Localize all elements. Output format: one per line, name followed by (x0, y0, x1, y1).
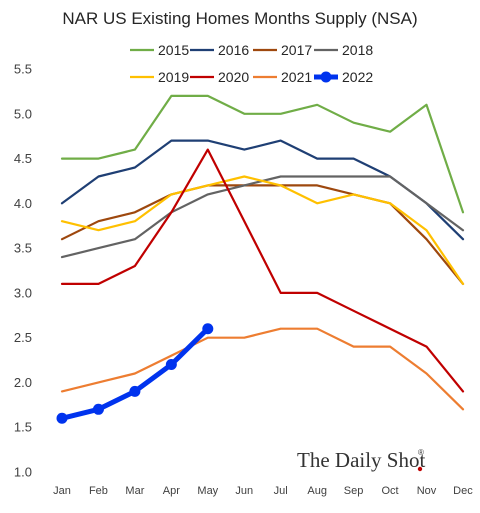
data-point-2022 (92, 403, 104, 415)
legend-label-2019: 2019 (158, 69, 189, 85)
legend-label-2020: 2020 (218, 69, 249, 85)
legend-label-2016: 2016 (218, 42, 249, 58)
watermark-text: The Daily Shot (297, 448, 425, 472)
data-point-2022 (56, 412, 68, 424)
x-tick-label: Mar (125, 485, 144, 497)
legend-label-2017: 2017 (281, 42, 312, 58)
watermark-dot (417, 466, 423, 472)
legend-label-2015: 2015 (158, 42, 189, 58)
x-tick-label: Jul (274, 485, 288, 497)
x-tick-label: Aug (307, 485, 327, 497)
watermark-logo: The Daily Shot ® (297, 448, 425, 472)
registered-mark: ® (418, 448, 424, 457)
chart-title: NAR US Existing Homes Months Supply (NSA… (62, 9, 417, 28)
y-tick-label: 4.5 (14, 151, 32, 166)
y-tick-label: 3.5 (14, 241, 32, 256)
data-point-2022 (165, 359, 177, 371)
data-point-2022 (202, 323, 214, 335)
y-tick-label: 2.5 (14, 330, 32, 345)
x-tick-label: Jun (235, 485, 253, 497)
plot-area (56, 94, 465, 424)
series-line-2021 (60, 327, 465, 411)
y-tick-label: 5.5 (14, 62, 32, 77)
x-tick-label: Jan (53, 485, 71, 497)
legend-label-2022: 2022 (342, 69, 373, 85)
y-tick-label: 5.0 (14, 106, 32, 121)
y-tick-label: 1.5 (14, 420, 32, 435)
series-line-2020 (60, 148, 465, 393)
legend: 2015 2016 2017 2018 2019 2020 2021 2022 (130, 42, 373, 85)
y-tick-label: 1.0 (14, 465, 32, 480)
x-tick-label: May (197, 485, 218, 497)
legend-label-2018: 2018 (342, 42, 373, 58)
series-line-2019 (60, 175, 465, 285)
x-tick-label: Oct (381, 485, 398, 497)
series-line-2015 (60, 94, 465, 214)
series-line-2017 (60, 184, 465, 285)
legend-label-2021: 2021 (281, 69, 312, 85)
x-tick-label: Nov (417, 485, 437, 497)
x-tick-label: Dec (453, 485, 473, 497)
x-tick-label: Apr (163, 485, 180, 497)
x-tick-label: Sep (344, 485, 364, 497)
y-axis: 1.0 1.5 2.0 2.5 3.0 3.5 4.0 4.5 5.0 5.5 (14, 62, 32, 480)
x-tick-label: Feb (89, 485, 108, 497)
x-axis: Jan Feb Mar Apr May Jun Jul Aug Sep Oct Nov Dec (53, 485, 473, 497)
y-tick-label: 4.0 (14, 196, 32, 211)
data-point-2022 (129, 385, 141, 397)
legend-marker-2022 (320, 71, 332, 83)
y-tick-label: 2.0 (14, 375, 32, 390)
y-tick-label: 3.0 (14, 285, 32, 300)
